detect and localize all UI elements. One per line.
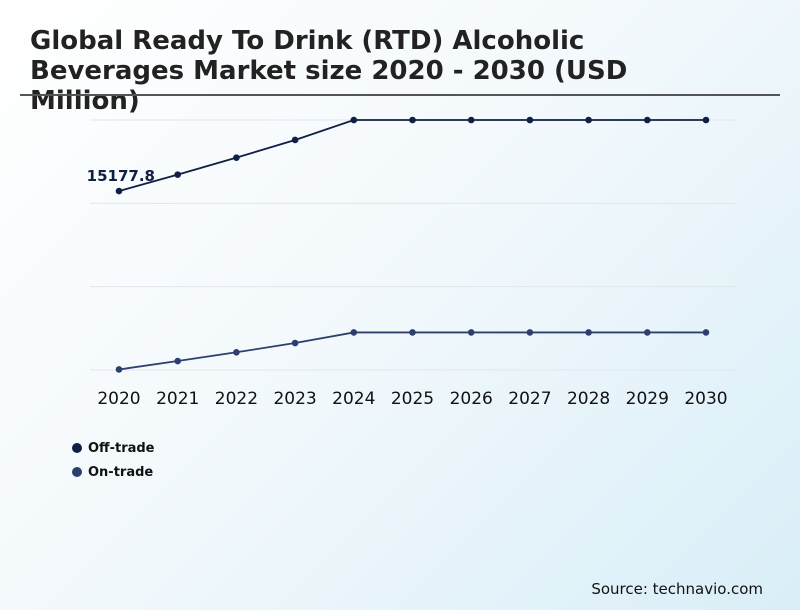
chart-title: Global Ready To Drink (RTD) Alcoholic Be… (30, 26, 628, 116)
series-line-off-trade (118, 119, 706, 192)
data-point-off-trade (115, 187, 123, 195)
data-point-off-trade (526, 116, 534, 124)
x-tick-label: 2028 (567, 389, 610, 409)
legend: Off-trade On-trade (72, 436, 155, 484)
data-point-off-trade (644, 116, 651, 124)
x-tick-label: 2022 (215, 389, 258, 409)
data-point-on-trade (350, 329, 358, 336)
data-point-on-trade (115, 366, 123, 373)
data-point-on-trade (233, 348, 240, 356)
title-divider (20, 94, 780, 96)
legend-marker-on-trade (72, 467, 82, 477)
data-point-on-trade (467, 329, 475, 336)
data-point-on-trade (409, 329, 416, 336)
data-point-on-trade (291, 339, 299, 347)
data-point-off-trade (409, 116, 416, 124)
data-point-off-trade (585, 116, 592, 124)
data-point-on-trade (585, 329, 592, 336)
legend-label-on-trade: On-trade (88, 464, 154, 480)
data-point-off-trade (233, 154, 240, 161)
data-point-on-trade (644, 329, 651, 336)
data-point-off-trade (467, 116, 475, 124)
x-tick-label: 2020 (97, 389, 140, 409)
x-tick-label: 2023 (273, 389, 316, 409)
x-tick-label: 2029 (626, 389, 669, 409)
series-line-on-trade (118, 331, 706, 371)
x-tick-label: 2025 (391, 389, 434, 409)
data-point-on-trade (526, 329, 534, 336)
x-tick-label: 2021 (156, 389, 199, 409)
x-tick-label: 2027 (508, 389, 551, 409)
x-tick-label: 2030 (684, 389, 727, 409)
source-credit: Source: technavio.com (591, 580, 763, 598)
data-point-off-trade (350, 116, 358, 124)
data-point-on-trade (174, 357, 181, 365)
data-point-off-trade (291, 136, 299, 144)
legend-item-on-trade[interactable]: On-trade (72, 460, 155, 484)
data-point-off-trade (174, 171, 181, 178)
data-label: 15177.8 (87, 167, 155, 185)
x-tick-label: 2026 (450, 389, 493, 409)
legend-item-off-trade[interactable]: Off-trade (72, 436, 155, 460)
legend-marker-off-trade (72, 443, 82, 453)
legend-label-off-trade: Off-trade (88, 440, 155, 456)
data-point-on-trade (702, 329, 710, 336)
x-tick-label: 2024 (332, 389, 375, 409)
data-point-off-trade (702, 116, 710, 124)
